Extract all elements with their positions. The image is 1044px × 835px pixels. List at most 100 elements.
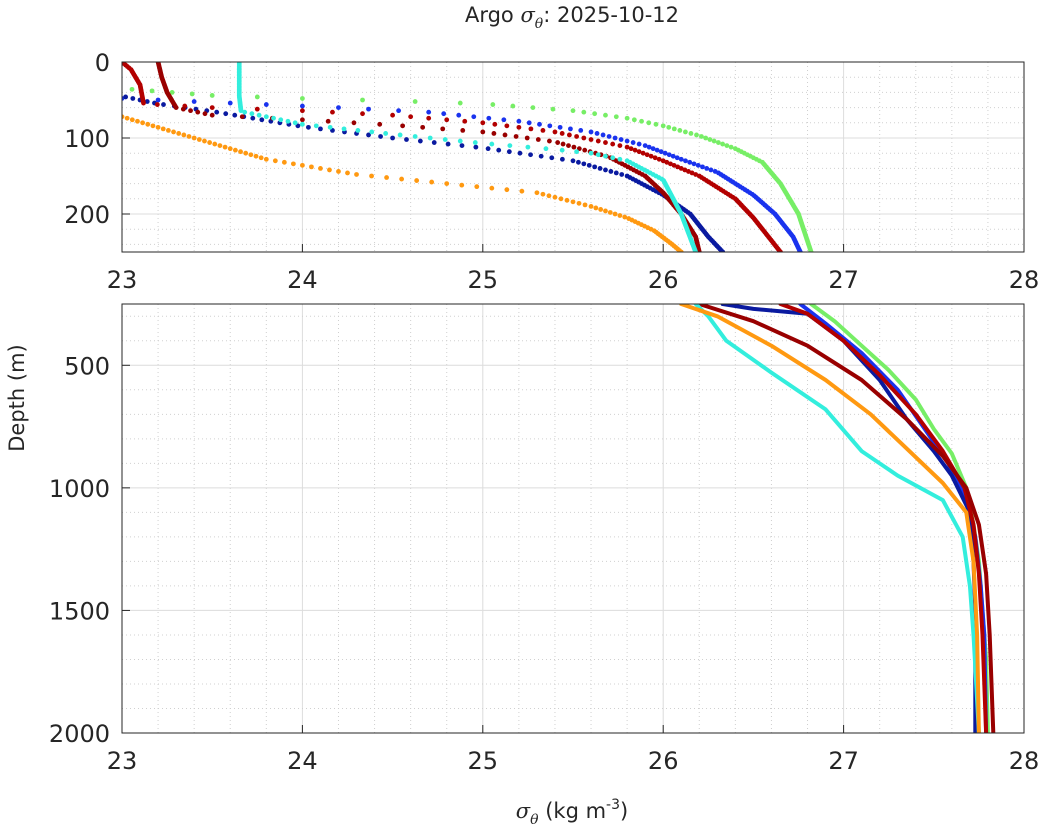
data-point bbox=[160, 126, 166, 132]
data-point bbox=[390, 112, 395, 118]
data-point bbox=[675, 164, 681, 170]
data-point bbox=[582, 202, 588, 208]
data-point bbox=[300, 117, 305, 123]
data-point bbox=[360, 111, 365, 117]
data-point bbox=[442, 137, 448, 142]
data-point bbox=[507, 143, 513, 149]
x-tick-label: 23 bbox=[107, 747, 138, 775]
data-point bbox=[383, 131, 389, 136]
data-point bbox=[300, 108, 305, 114]
data-point bbox=[686, 169, 691, 174]
data-point bbox=[149, 88, 155, 94]
data-point bbox=[683, 158, 688, 164]
data-point bbox=[249, 111, 255, 117]
data-point bbox=[547, 138, 552, 144]
data-point bbox=[778, 249, 783, 252]
data-point bbox=[384, 175, 389, 180]
data-point bbox=[797, 249, 803, 252]
data-point bbox=[558, 196, 564, 202]
data-point bbox=[144, 99, 150, 104]
data-point bbox=[285, 118, 291, 124]
data-point bbox=[129, 86, 135, 92]
data-point bbox=[588, 204, 594, 209]
data-point bbox=[239, 114, 245, 120]
data-point bbox=[408, 114, 414, 120]
profile-line bbox=[693, 304, 981, 733]
series-cyan-upper bbox=[236, 62, 699, 252]
data-point bbox=[441, 111, 447, 117]
data-point bbox=[513, 134, 519, 139]
data-point bbox=[129, 117, 135, 123]
data-point bbox=[155, 97, 161, 103]
data-point bbox=[808, 249, 814, 252]
data-point bbox=[506, 149, 512, 155]
data-point bbox=[570, 158, 576, 164]
data-point bbox=[678, 156, 684, 162]
data-point bbox=[612, 135, 618, 141]
data-point bbox=[330, 109, 335, 115]
data-point bbox=[254, 106, 260, 112]
data-point bbox=[207, 140, 213, 145]
data-point bbox=[566, 132, 572, 138]
data-point bbox=[366, 132, 371, 138]
data-point bbox=[141, 100, 146, 106]
upper-plot-area bbox=[122, 62, 1024, 252]
data-point bbox=[592, 164, 598, 170]
x-axis-label: σθ (kg m-3) bbox=[516, 797, 628, 828]
data-point bbox=[232, 112, 238, 118]
data-point bbox=[650, 146, 656, 152]
data-point bbox=[600, 132, 606, 138]
data-point bbox=[646, 120, 652, 126]
data-point bbox=[486, 115, 492, 121]
data-point bbox=[489, 141, 495, 147]
data-point bbox=[318, 166, 323, 171]
data-point bbox=[689, 170, 695, 176]
data-point bbox=[552, 129, 558, 135]
data-point bbox=[691, 161, 697, 167]
data-point bbox=[652, 155, 658, 161]
data-point bbox=[613, 170, 619, 176]
data-point bbox=[318, 126, 323, 132]
data-point bbox=[492, 121, 498, 127]
data-point bbox=[540, 127, 546, 133]
data-point bbox=[559, 131, 565, 136]
data-point bbox=[607, 210, 613, 215]
data-point bbox=[456, 112, 462, 118]
data-point bbox=[426, 109, 432, 115]
data-point bbox=[263, 156, 269, 162]
data-point bbox=[173, 105, 179, 110]
data-point bbox=[272, 158, 278, 164]
data-point bbox=[582, 147, 588, 153]
data-point bbox=[471, 114, 477, 120]
data-point bbox=[214, 109, 220, 115]
data-point bbox=[622, 214, 628, 220]
data-point bbox=[715, 140, 721, 145]
data-point bbox=[427, 135, 433, 141]
data-point bbox=[258, 155, 264, 161]
y-tick-label: 100 bbox=[64, 125, 110, 153]
x-tick-label: 26 bbox=[648, 747, 679, 775]
data-point bbox=[560, 141, 566, 147]
data-point bbox=[336, 169, 341, 174]
data-point bbox=[610, 155, 616, 161]
data-point bbox=[212, 141, 218, 147]
data-point bbox=[238, 108, 244, 114]
data-point bbox=[300, 121, 305, 127]
data-point bbox=[431, 140, 437, 145]
data-point bbox=[564, 197, 570, 203]
data-point bbox=[704, 166, 710, 171]
data-point bbox=[642, 143, 648, 149]
data-point bbox=[426, 115, 432, 121]
data-point bbox=[504, 123, 510, 129]
data-point bbox=[646, 144, 652, 150]
data-point bbox=[341, 126, 347, 132]
series-cyan-lower bbox=[693, 304, 981, 733]
data-point bbox=[223, 111, 229, 117]
data-point bbox=[253, 153, 259, 159]
x-tick-label: 25 bbox=[468, 266, 499, 294]
data-point bbox=[480, 120, 486, 126]
data-point bbox=[640, 150, 646, 156]
data-point bbox=[292, 120, 298, 126]
data-point bbox=[549, 155, 555, 161]
data-point bbox=[546, 193, 552, 199]
